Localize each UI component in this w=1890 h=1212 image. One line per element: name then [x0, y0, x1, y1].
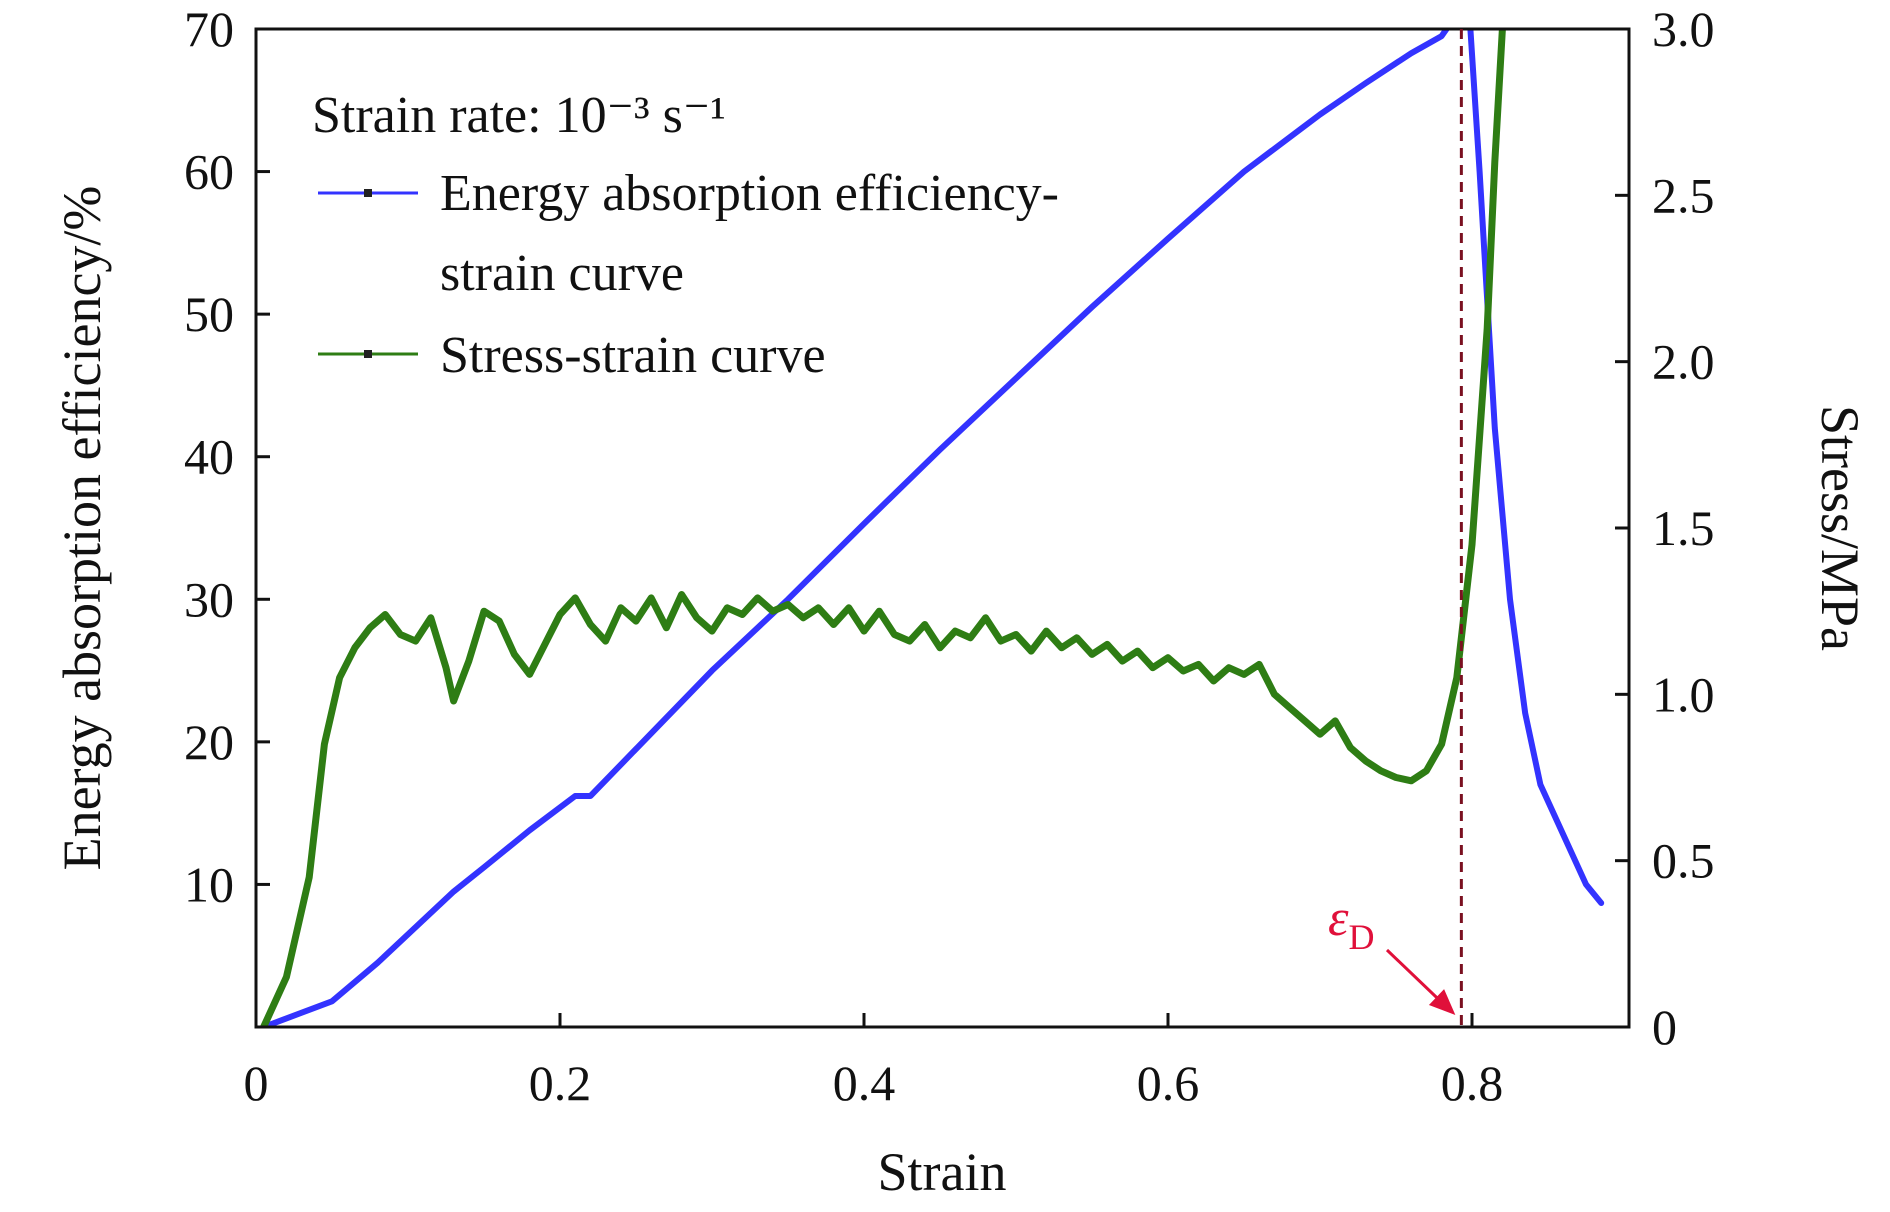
legend-marker-efficiency: [364, 189, 372, 197]
y-right-tick-label-1: 0.5: [1652, 833, 1715, 889]
x-tick-label-4: 0.8: [1441, 1055, 1504, 1111]
x-tick-label-2: 0.4: [833, 1055, 896, 1111]
y-left-tick-label-2: 30: [184, 571, 234, 627]
series-layer: [260, 29, 1605, 1027]
x-tick-label-3: 0.6: [1137, 1055, 1200, 1111]
y-left-tick-label-6: 70: [184, 1, 234, 57]
y-right-ticks: 0 0.5 1.0 1.5 2.0 2.5 3.0: [1615, 1, 1715, 1055]
epsilon-d-arrow-head: [1428, 989, 1456, 1015]
y-left-tick-label-5: 60: [184, 144, 234, 200]
y-right-tick-label-0: 0: [1652, 999, 1677, 1055]
y-right-tick-label-3: 1.5: [1652, 500, 1715, 556]
y-left-tick-label-4: 50: [184, 286, 234, 342]
y-right-tick-label-4: 2.0: [1652, 334, 1715, 390]
epsilon-d-symbol: ε: [1328, 890, 1349, 947]
y-right-tick-label-2: 1.0: [1652, 666, 1715, 722]
legend-label-efficiency-2: strain curve: [440, 245, 684, 302]
legend-label-efficiency-1: Energy absorption efficiency-: [440, 165, 1059, 222]
y-right-tick-label-6: 3.0: [1652, 1, 1715, 57]
y-left-axis-title: Energy absorption efficiency/%: [52, 186, 112, 871]
legend-label-stress: Stress-strain curve: [440, 327, 826, 384]
legend-marker-stress: [364, 350, 372, 358]
y-right-tick-label-5: 2.5: [1652, 167, 1715, 223]
series-line-efficiency: [260, 29, 1605, 1027]
x-tick-label-1: 0.2: [529, 1055, 592, 1111]
y-left-ticks: 10 20 30 40 50 60 70: [184, 1, 270, 912]
legend-header: Strain rate: 10⁻³ s⁻¹: [312, 87, 726, 144]
series-line-stress: [260, 29, 1506, 1027]
epsilon-d-annotation: εD: [1328, 29, 1463, 1027]
x-axis-title: Strain: [878, 1142, 1007, 1202]
epsilon-d-subscript: D: [1349, 917, 1375, 957]
x-tick-label-0: 0: [244, 1055, 269, 1111]
y-left-tick-label-1: 20: [184, 714, 234, 770]
y-right-axis-title: Stress/MPa: [1810, 405, 1870, 651]
legend: Strain rate: 10⁻³ s⁻¹ Energy absorption …: [312, 87, 1059, 384]
epsilon-d-arrow-shaft: [1385, 948, 1443, 1004]
epsilon-d-label: εD: [1328, 890, 1375, 957]
y-left-tick-label-3: 40: [184, 429, 234, 485]
x-ticks: 0 0.2 0.4 0.6 0.8: [244, 1013, 1504, 1111]
y-left-tick-label-0: 10: [184, 856, 234, 912]
